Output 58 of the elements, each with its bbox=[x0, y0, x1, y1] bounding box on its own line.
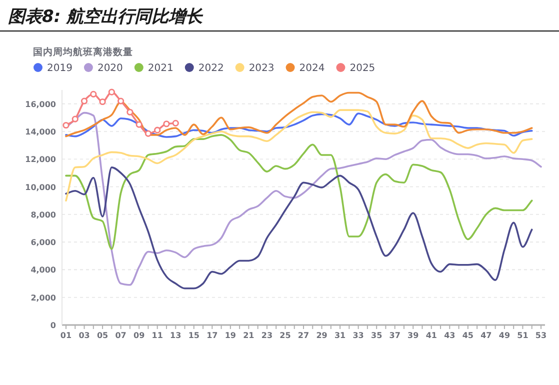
x-tick-label: 43 bbox=[444, 331, 456, 340]
y-tick-label: 6,000 bbox=[30, 238, 56, 248]
y-tick-label: 16,000 bbox=[25, 100, 56, 109]
x-tick-label: 09 bbox=[134, 331, 146, 340]
x-tick-label: 47 bbox=[480, 331, 492, 340]
point bbox=[163, 120, 170, 128]
y-tick-label: 0 bbox=[50, 321, 56, 330]
y-tick-label: 8,000 bbox=[30, 210, 56, 220]
x-tick-label: 23 bbox=[261, 331, 273, 340]
legend-label: 2023 bbox=[248, 63, 274, 74]
x-tick-label: 33 bbox=[352, 331, 364, 340]
point bbox=[172, 120, 179, 126]
x-tick-label: 53 bbox=[535, 331, 547, 340]
x-tick-label: 03 bbox=[78, 331, 90, 340]
x-tick-label: 37 bbox=[389, 331, 400, 340]
y-tick-label: 10,000 bbox=[25, 182, 56, 192]
x-tick-label: 11 bbox=[152, 331, 164, 340]
x-tick-label: 45 bbox=[462, 331, 474, 340]
x-tick-label: 29 bbox=[316, 331, 328, 340]
x-tick-label: 21 bbox=[243, 331, 255, 340]
legend-label: 2024 bbox=[299, 63, 325, 74]
point bbox=[154, 126, 161, 134]
x-tick-label: 07 bbox=[115, 331, 126, 340]
point bbox=[126, 108, 134, 116]
point bbox=[62, 122, 70, 129]
point bbox=[136, 121, 142, 128]
x-tick-label: 17 bbox=[206, 331, 218, 340]
x-tick-label: 19 bbox=[224, 331, 236, 340]
y-tick-label: 2,000 bbox=[30, 293, 56, 302]
x-tick-label: 01 bbox=[60, 331, 72, 340]
x-tick-label: 39 bbox=[408, 331, 420, 340]
x-tick-label: 35 bbox=[371, 331, 383, 340]
point bbox=[118, 98, 124, 104]
x-tick-label: 51 bbox=[517, 331, 529, 340]
x-tick-label: 13 bbox=[170, 331, 182, 340]
legend-label: 2019 bbox=[47, 63, 72, 74]
point bbox=[99, 98, 106, 106]
legend-label: 2022 bbox=[198, 63, 224, 74]
point bbox=[144, 130, 152, 137]
point bbox=[80, 98, 88, 104]
x-tick-label: 25 bbox=[280, 331, 292, 340]
x-tick-label: 27 bbox=[298, 331, 310, 340]
x-tick-label: 41 bbox=[426, 331, 438, 340]
point bbox=[108, 88, 115, 96]
title: 图表8: 航空出行同比增长 bbox=[8, 7, 203, 27]
legend-label: 2021 bbox=[148, 63, 174, 74]
y-tick-label: 4,000 bbox=[30, 266, 56, 275]
legend-label: 2020 bbox=[97, 63, 123, 74]
y-tick-label: 14,000 bbox=[25, 127, 56, 136]
x-tick-label: 49 bbox=[498, 331, 510, 340]
point bbox=[90, 90, 97, 98]
ylabel: 国内周均航班离港数量 bbox=[33, 47, 133, 58]
x-tick-label: 15 bbox=[188, 331, 200, 340]
legend-label: 2025 bbox=[350, 63, 376, 74]
y-tick-label: 12,000 bbox=[25, 155, 56, 164]
point bbox=[72, 116, 78, 122]
x-tick-label: 05 bbox=[96, 331, 109, 340]
x-tick-label: 31 bbox=[334, 331, 346, 340]
